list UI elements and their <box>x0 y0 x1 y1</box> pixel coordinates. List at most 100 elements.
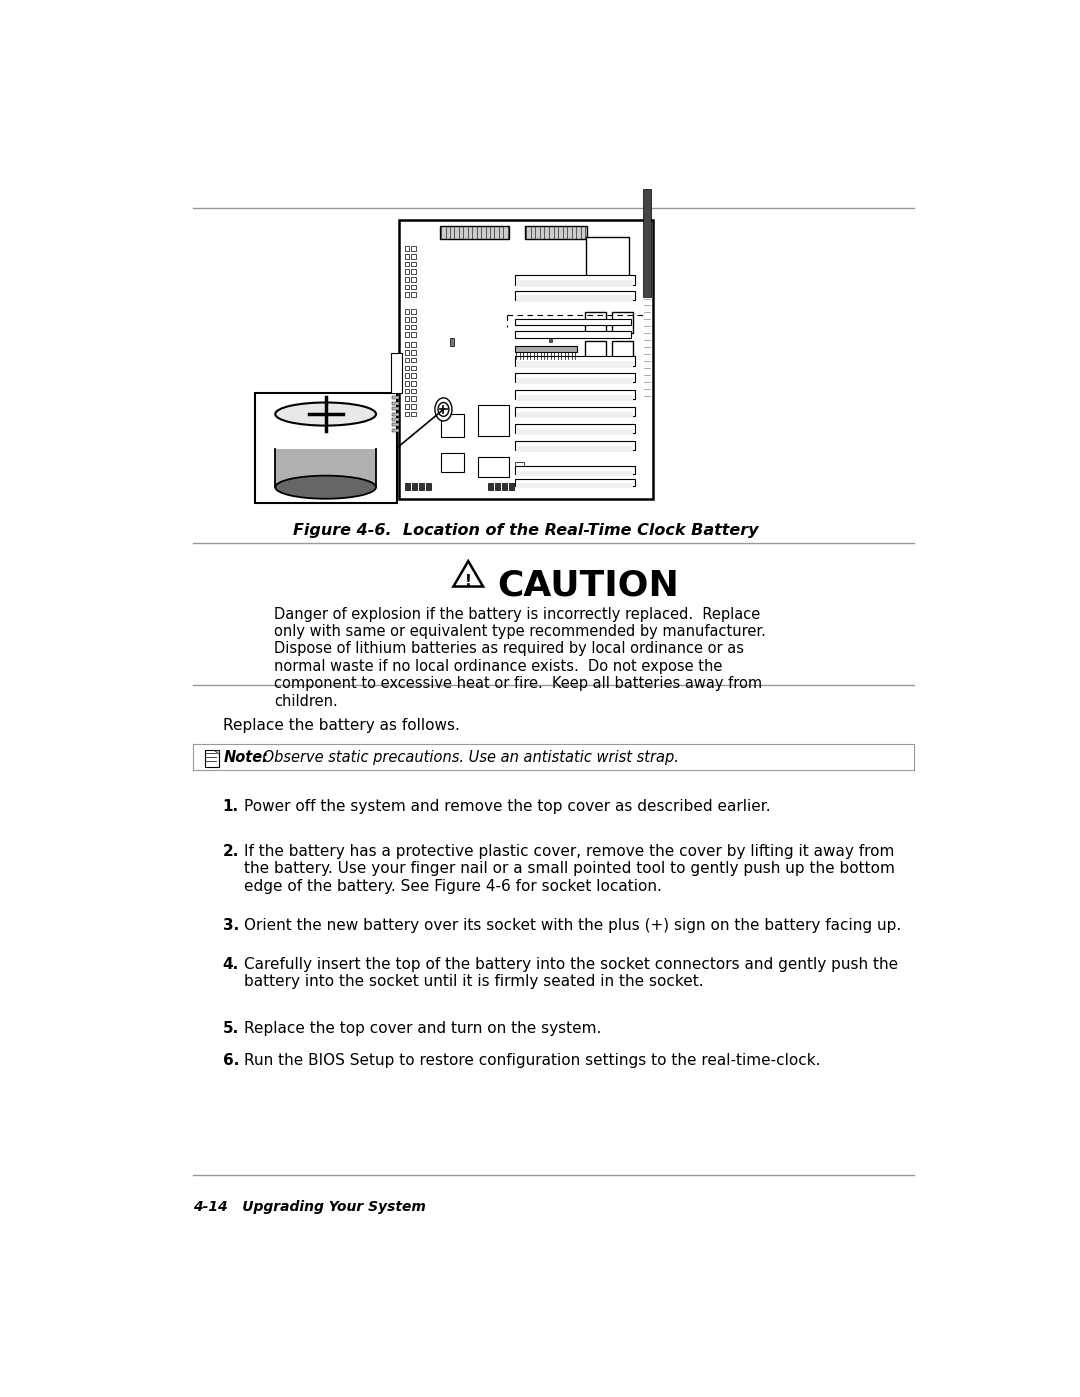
Bar <box>392 429 400 432</box>
Bar <box>405 388 409 393</box>
Text: 4-14   Upgrading Your System: 4-14 Upgrading Your System <box>193 1200 426 1214</box>
Bar <box>405 292 409 298</box>
Text: Replace the top cover and turn on the system.: Replace the top cover and turn on the sy… <box>243 1021 600 1035</box>
Bar <box>516 279 633 286</box>
Bar <box>405 317 409 321</box>
Bar <box>410 397 416 401</box>
Bar <box>644 189 651 298</box>
Bar <box>478 457 510 478</box>
Bar <box>515 425 635 433</box>
Text: Carefully insert the top of the battery into the socket connectors and gently pu: Carefully insert the top of the battery … <box>243 957 897 989</box>
Bar <box>392 423 400 426</box>
Bar <box>392 397 400 400</box>
Bar <box>509 482 514 489</box>
Bar <box>410 317 416 321</box>
Bar <box>405 412 409 416</box>
Text: Danger of explosion if the battery is incorrectly replaced.  Replace
only with s: Danger of explosion if the battery is in… <box>274 606 767 708</box>
Bar <box>392 402 400 405</box>
Bar <box>410 351 416 355</box>
Bar <box>516 483 633 488</box>
Bar <box>516 377 633 384</box>
Bar <box>405 404 409 409</box>
Bar <box>549 335 552 342</box>
Bar <box>410 246 416 251</box>
Bar <box>516 295 633 302</box>
Bar <box>410 404 416 409</box>
Text: 1.: 1. <box>222 799 239 814</box>
Bar <box>392 418 400 420</box>
Polygon shape <box>454 562 483 587</box>
Bar <box>441 453 464 472</box>
Bar <box>515 479 635 486</box>
Bar <box>275 448 376 488</box>
Bar <box>405 373 409 377</box>
Bar <box>410 366 416 370</box>
Bar <box>440 226 510 239</box>
Bar <box>495 482 500 489</box>
Bar <box>611 341 633 362</box>
Text: 3.: 3. <box>222 918 239 933</box>
Bar <box>516 395 633 401</box>
Bar <box>516 360 633 367</box>
Bar <box>405 324 409 330</box>
Bar <box>392 407 400 411</box>
Bar <box>410 277 416 282</box>
Bar <box>516 429 633 434</box>
Bar <box>449 338 454 345</box>
Bar <box>405 285 409 289</box>
Ellipse shape <box>435 398 451 420</box>
Bar <box>515 291 635 300</box>
Bar <box>405 309 409 314</box>
Text: 2.: 2. <box>222 844 239 859</box>
Text: 6.: 6. <box>222 1053 239 1069</box>
Bar <box>584 312 606 334</box>
Text: Orient the new battery over its socket with the plus (+) sign on the battery fac: Orient the new battery over its socket w… <box>243 918 901 933</box>
Bar <box>410 373 416 377</box>
Bar <box>586 237 629 279</box>
Bar <box>478 405 510 436</box>
Bar <box>501 482 507 489</box>
Bar <box>410 342 416 346</box>
Bar <box>515 390 635 400</box>
Bar <box>515 373 635 383</box>
Text: 5.: 5. <box>222 1021 239 1035</box>
Bar <box>419 482 424 489</box>
Bar <box>515 345 577 352</box>
Text: Replace the battery as follows.: Replace the battery as follows. <box>222 718 459 733</box>
Bar <box>410 309 416 314</box>
Polygon shape <box>214 750 218 754</box>
Bar <box>405 381 409 386</box>
Bar <box>405 270 409 274</box>
Ellipse shape <box>275 402 376 426</box>
Bar <box>488 482 494 489</box>
Bar <box>410 292 416 298</box>
Bar <box>410 388 416 393</box>
Text: Observe static precautions. Use an antistatic wrist strap.: Observe static precautions. Use an antis… <box>258 750 679 764</box>
Bar <box>515 462 524 468</box>
Bar <box>516 446 633 451</box>
Bar <box>584 341 606 362</box>
Bar <box>426 482 431 489</box>
Bar <box>391 353 402 393</box>
Bar <box>410 270 416 274</box>
Bar <box>411 482 417 489</box>
Bar <box>405 261 409 267</box>
Bar <box>405 351 409 355</box>
Text: CAUTION: CAUTION <box>497 569 679 602</box>
Ellipse shape <box>275 475 376 499</box>
Text: !: ! <box>464 574 472 588</box>
Bar <box>410 381 416 386</box>
Text: Run the BIOS Setup to restore configuration settings to the real-time-clock.: Run the BIOS Setup to restore configurat… <box>243 1053 820 1069</box>
Text: Figure 4-6.  Location of the Real-Time Clock Battery: Figure 4-6. Location of the Real-Time Cl… <box>293 524 758 538</box>
Bar <box>611 312 633 334</box>
Bar <box>410 332 416 337</box>
Bar <box>410 261 416 267</box>
Bar <box>515 319 631 326</box>
Bar <box>392 412 400 415</box>
Bar <box>405 358 409 362</box>
Bar <box>205 750 218 767</box>
Bar <box>255 393 397 503</box>
Bar <box>515 275 635 285</box>
Bar <box>410 285 416 289</box>
Bar <box>516 412 633 418</box>
